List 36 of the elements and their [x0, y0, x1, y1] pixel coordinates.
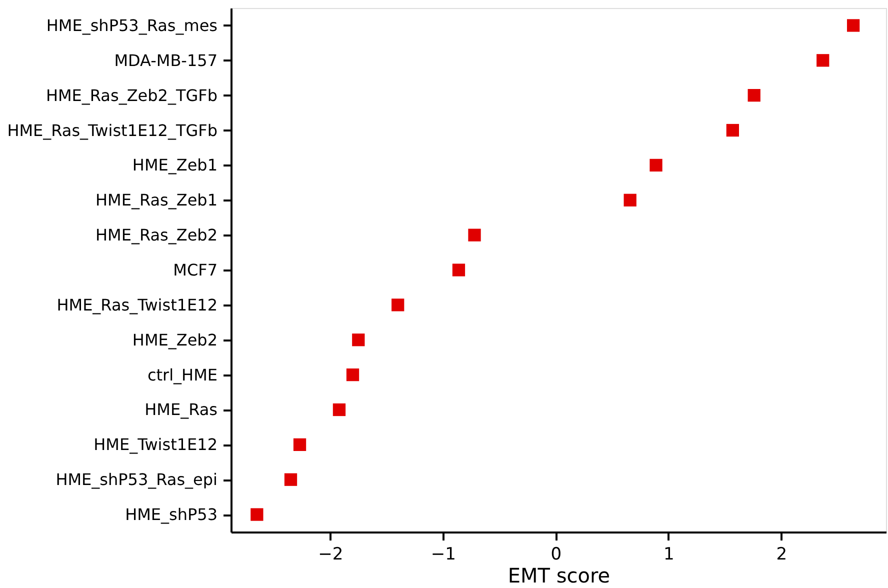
y-tick-label: HME_Zeb2 [132, 330, 218, 350]
point [452, 264, 466, 276]
x-tick-label: 2 [776, 544, 788, 564]
point [650, 158, 662, 172]
point [748, 89, 760, 102]
x-tick-label: 1 [664, 544, 674, 564]
y-tick-label: HME_shP53_Ras_mes [46, 16, 218, 35]
point [293, 438, 306, 451]
x-tick-label: −2 [318, 544, 344, 564]
point [346, 368, 360, 382]
y-tick-label: HME_Twist1E12 [94, 435, 218, 454]
point [332, 403, 346, 416]
y-tick-label: HME_Ras_Zeb1 [96, 190, 218, 210]
x-tick-label: 0 [550, 544, 562, 564]
x-tick-label: −1 [430, 544, 456, 564]
y-tick-label: HME_Ras_Twist1E12_TGFb [7, 120, 218, 140]
point [624, 194, 636, 206]
point [816, 54, 830, 67]
point [846, 19, 860, 32]
y-tick-label: HME_shP53 [125, 505, 218, 524]
y-tick-label: HME_shP53_Ras_epi [56, 470, 218, 490]
point [726, 124, 739, 137]
x-axis-title: EMT score [508, 564, 610, 588]
point [250, 508, 264, 521]
y-tick-label: ctrl_HME [147, 365, 218, 384]
point [468, 228, 481, 242]
y-tick-label: HME_Ras_Zeb2 [96, 226, 218, 245]
y-tick-label: HME_Ras_Zeb2_TGFb [46, 86, 218, 105]
y-tick-label: HME_Zeb1 [132, 156, 218, 175]
point [352, 334, 365, 346]
y-tick-label: HME_Ras [144, 400, 218, 420]
point [284, 473, 298, 486]
y-tick-label: HME_Ras_Twist1E12 [56, 295, 218, 314]
y-tick-label: MCF7 [173, 260, 218, 280]
point [392, 298, 404, 312]
y-tick-label: MDA-MB-157 [114, 50, 218, 70]
